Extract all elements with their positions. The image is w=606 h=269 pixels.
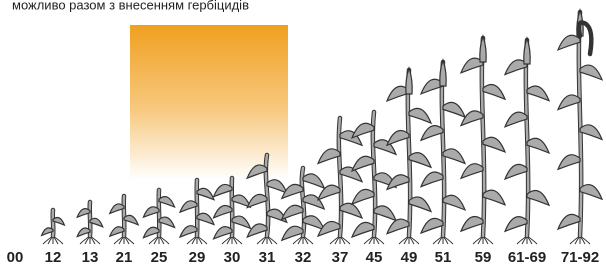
stage-label: 00	[7, 249, 24, 266]
leaf	[409, 197, 431, 212]
leaf	[387, 219, 409, 234]
plant	[214, 178, 251, 244]
leaf	[483, 190, 505, 205]
application-window	[130, 25, 288, 180]
leaf	[352, 123, 374, 138]
stage-label: 51	[435, 249, 452, 266]
leaf	[461, 111, 483, 126]
leaf	[159, 197, 175, 207]
plant	[143, 190, 174, 244]
stage-label: 29	[189, 249, 206, 266]
leaf	[340, 203, 362, 218]
leaf	[387, 131, 409, 146]
leaf	[409, 153, 431, 168]
leaf	[505, 217, 527, 232]
stage-label: 31	[259, 249, 276, 266]
leaf	[580, 185, 602, 200]
leaf	[421, 172, 443, 187]
leaf	[421, 218, 443, 233]
leaf	[558, 214, 580, 229]
leaf	[483, 84, 505, 99]
leaf	[580, 125, 602, 140]
leaf	[527, 138, 549, 153]
leaf	[303, 216, 324, 230]
leaf	[558, 35, 580, 50]
leaf	[214, 184, 232, 196]
leaf	[340, 167, 362, 182]
leaf	[443, 149, 465, 164]
leaf	[318, 149, 340, 164]
leaf	[180, 226, 197, 237]
stage-label: 32	[295, 249, 312, 266]
leaf	[527, 191, 549, 206]
leaf	[421, 126, 443, 141]
leaf	[282, 205, 303, 219]
stage-label: 13	[82, 249, 99, 266]
leaf	[143, 227, 159, 237]
stage-label: 45	[366, 249, 383, 266]
plant	[461, 36, 505, 244]
leaf	[214, 206, 232, 218]
stage-label: 21	[116, 249, 133, 266]
leaf	[483, 137, 505, 152]
stage-label: 49	[401, 249, 418, 266]
leaf	[197, 213, 214, 224]
leaf	[461, 216, 483, 231]
leaf	[558, 95, 580, 110]
leaf	[247, 194, 267, 207]
leaf	[505, 112, 527, 127]
plant	[558, 10, 602, 244]
plant	[282, 168, 324, 244]
leaf	[267, 180, 287, 193]
leaf	[352, 222, 374, 237]
leaf	[443, 195, 465, 210]
leaf	[580, 65, 602, 80]
leaf	[180, 201, 197, 212]
caption: можливо разом з внесенням гербіцидів	[12, 0, 249, 12]
plant	[77, 202, 103, 244]
plant	[42, 210, 65, 244]
stage-label: 12	[45, 249, 62, 266]
leaf	[303, 174, 324, 188]
leaf	[443, 102, 465, 117]
leaf	[247, 224, 267, 237]
plant	[180, 180, 214, 244]
plants	[42, 10, 602, 244]
leaf	[232, 216, 250, 228]
stem	[197, 180, 198, 236]
stage-label: 37	[332, 249, 349, 266]
leaf	[558, 155, 580, 170]
stage-label: 25	[151, 249, 168, 266]
leaf	[461, 164, 483, 179]
plant	[505, 38, 549, 244]
leaf	[527, 86, 549, 101]
leaf	[282, 184, 303, 198]
stage-label: 71-92	[561, 249, 599, 266]
leaf	[374, 206, 396, 221]
plant	[110, 196, 138, 244]
plant	[421, 60, 465, 244]
leaf	[143, 207, 159, 217]
stage-label: 61-69	[508, 249, 546, 266]
leaf	[352, 156, 374, 171]
stage-label: 30	[224, 249, 241, 266]
leaf	[505, 164, 527, 179]
leaf	[197, 188, 214, 199]
stage-label: 59	[475, 249, 492, 266]
growth-stage-diagram: можливо разом з внесенням гербіцидів 00 1…	[0, 0, 606, 269]
leaf	[409, 108, 431, 123]
leaf	[214, 227, 232, 239]
leaf	[352, 189, 374, 204]
